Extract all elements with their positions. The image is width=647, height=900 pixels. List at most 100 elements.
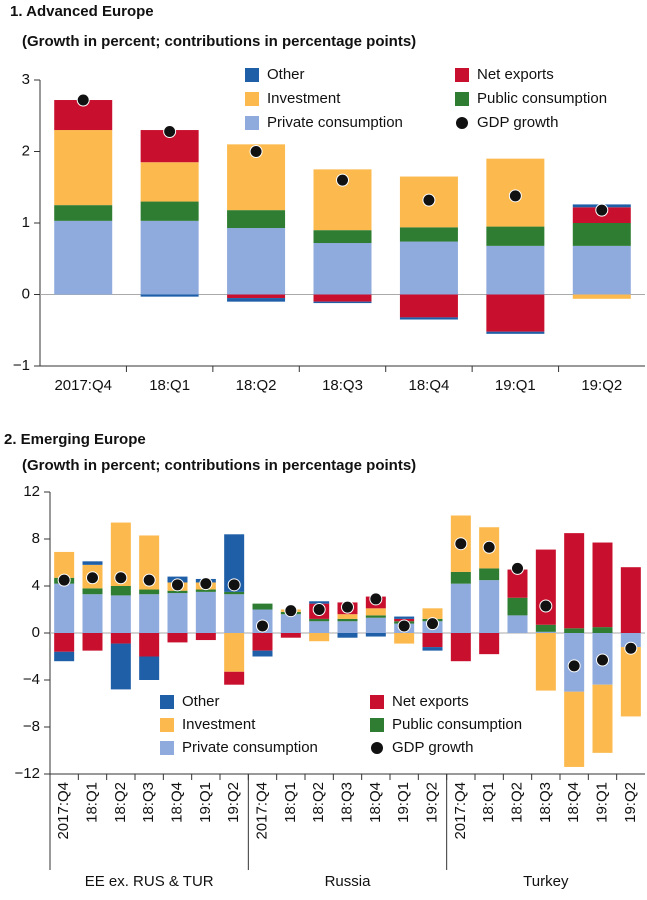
bar-segment <box>535 624 556 632</box>
bar-segment <box>54 220 113 295</box>
gdp-dot <box>369 592 383 606</box>
bar-segment <box>167 590 188 594</box>
x-tick-label: 18:Q3 <box>322 377 363 394</box>
gdp-dot <box>539 599 553 613</box>
y-tick-label: −4 <box>23 671 40 688</box>
x-tick-label: 18:Q1 <box>83 782 100 823</box>
y-tick-label: 1 <box>22 214 30 231</box>
x-tick-label: 18:Q4 <box>367 782 384 823</box>
bar-segment <box>422 608 443 619</box>
legend-label: GDP growth <box>477 114 558 131</box>
bar-segment <box>313 230 372 244</box>
legend-swatch <box>245 92 259 106</box>
gdp-dot <box>397 619 411 633</box>
x-tick-label: 19:Q2 <box>225 782 242 823</box>
gdp-dot <box>249 145 263 158</box>
bar-segment <box>82 594 103 633</box>
legend-label: Other <box>267 66 305 83</box>
bar-segment <box>54 633 75 652</box>
bar-segment <box>620 567 641 633</box>
bar-segment <box>309 621 330 633</box>
legend-label: Public consumption <box>477 90 607 107</box>
bar-segment <box>486 245 545 295</box>
bar-segment <box>572 245 631 295</box>
y-tick-label: 12 <box>23 483 40 500</box>
legend-swatch <box>160 718 174 732</box>
bar-segment <box>572 223 631 246</box>
legend-label: Investment <box>267 90 341 107</box>
x-tick-label: 18:Q4 <box>408 377 449 394</box>
y-tick-label: −1 <box>13 357 30 374</box>
bar-segment <box>450 633 471 662</box>
bar-segment <box>507 597 528 616</box>
gdp-dot <box>454 537 468 551</box>
bar-segment <box>486 226 545 246</box>
bar-segment <box>399 241 458 295</box>
bar-segment <box>54 130 113 206</box>
x-tick-label: 19:Q1 <box>495 377 536 394</box>
bar-segment <box>313 243 372 295</box>
bar-segment <box>394 616 415 619</box>
gdp-dot <box>595 203 609 217</box>
x-tick-label: 18:Q2 <box>310 782 327 823</box>
bar-segment <box>365 615 386 618</box>
bar-segment <box>139 589 160 595</box>
gdp-dot <box>256 619 269 633</box>
x-tick-label: 2017:Q4 <box>55 782 72 840</box>
gdp-dot <box>508 189 522 203</box>
bar-segment <box>337 618 358 622</box>
bar-segment <box>309 618 330 622</box>
y-tick-label: 0 <box>32 624 40 641</box>
x-tick-label: 19:Q1 <box>593 782 610 823</box>
bar-segment <box>140 162 199 202</box>
bar-segment <box>195 591 216 633</box>
bar-segment <box>422 647 443 651</box>
legend-dot <box>371 742 383 754</box>
gdp-dot <box>312 603 326 616</box>
legend-swatch <box>455 92 469 106</box>
legend-label: Net exports <box>477 66 554 83</box>
bar-segment <box>620 633 641 648</box>
bar-segment <box>140 220 199 295</box>
bar-segment <box>399 317 458 320</box>
gdp-dot <box>596 653 609 667</box>
bar-segment <box>507 569 528 598</box>
bar-segment <box>365 633 386 637</box>
bar-segment <box>54 551 75 578</box>
gdp-dot <box>57 573 71 587</box>
bar-segment <box>227 228 286 295</box>
bar-segment <box>313 301 372 304</box>
legend-swatch <box>160 741 174 755</box>
y-tick-label: 4 <box>32 577 40 594</box>
bar-segment <box>592 542 613 628</box>
bar-segment <box>337 621 358 633</box>
bar-segment <box>620 647 641 717</box>
bar-segment <box>195 589 216 592</box>
bar-segment <box>54 651 75 662</box>
legend-swatch <box>245 116 259 130</box>
bar-segment <box>227 298 286 302</box>
bar-segment <box>224 594 245 633</box>
bar-segment <box>167 593 188 633</box>
y-tick-label: −12 <box>15 765 40 782</box>
bar-segment <box>280 614 301 633</box>
bar-segment <box>139 656 160 680</box>
x-tick-label: 19:Q1 <box>197 782 214 823</box>
bar-segment <box>110 586 131 596</box>
bar-segment <box>592 627 613 633</box>
bar-segment <box>224 671 245 685</box>
chart-subtitle: (Growth in percent; contributions in per… <box>22 33 416 50</box>
bar-segment <box>54 583 75 633</box>
bar-segment <box>309 633 330 642</box>
bar-segment <box>535 633 556 691</box>
group-label: EE ex. RUS & TUR <box>85 873 214 890</box>
x-tick-label: 18:Q1 <box>149 377 190 394</box>
bar-segment <box>450 583 471 633</box>
gdp-dot <box>426 617 439 631</box>
bar-segment <box>224 633 245 672</box>
legend-dot <box>456 117 468 129</box>
bar-segment <box>139 594 160 633</box>
legend-label: Investment <box>182 716 256 733</box>
x-tick-label: 18:Q1 <box>480 782 497 823</box>
chart-title: 1. Advanced Europe <box>10 3 154 20</box>
